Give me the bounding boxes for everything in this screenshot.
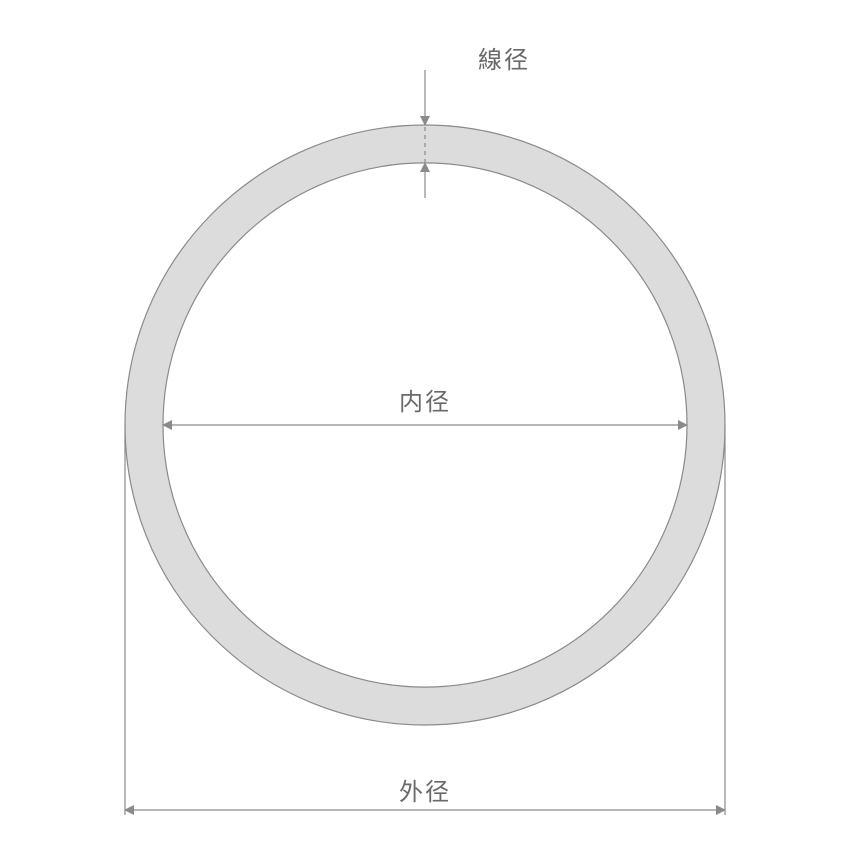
ring-dimension-diagram: 線径内径外径 xyxy=(0,0,850,850)
outer-diameter-label: 外径 xyxy=(399,779,451,806)
wire-diameter-label: 線径 xyxy=(478,47,530,74)
inner-diameter-label: 内径 xyxy=(399,389,451,416)
